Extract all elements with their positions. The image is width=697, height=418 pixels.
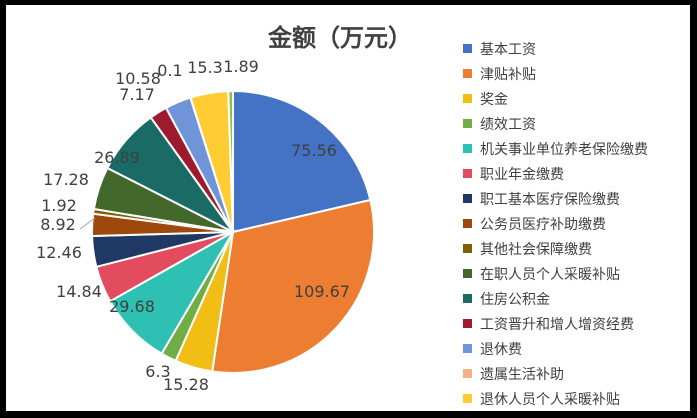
data-label-15: 1.89 [223,57,259,76]
legend-swatch [463,269,472,278]
legend-item-11: 工资晋升和增人增资经费 [463,311,648,336]
legend-swatch [463,69,472,78]
legend-item-4: 机关事业单位养老保险缴费 [463,136,648,161]
data-label-11: 7.17 [119,85,155,104]
legend-swatch [463,144,472,153]
legend-label: 职工基本医疗保险缴费 [480,191,620,208]
legend-swatch [463,44,472,53]
data-label-13: 0.1 [157,61,182,80]
legend-label: 职业年金缴费 [480,166,564,183]
legend-item-8: 其他社会保障缴费 [463,236,648,261]
leader-line [79,217,96,230]
legend-item-12: 退休费 [463,336,648,361]
legend-label: 退休人员个人采暖补贴 [480,391,620,408]
data-label-1: 109.67 [294,282,350,301]
legend-item-14: 退休人员个人采暖补贴 [463,386,648,411]
legend-swatch [463,344,472,353]
pie-slice-0 [232,89,372,234]
data-label-7: 8.92 [40,215,76,234]
data-label-8: 1.92 [41,196,77,215]
legend-item-2: 奖金 [463,86,648,111]
chart-title: 金额（万元） [268,24,412,52]
legend-item-3: 绩效工资 [463,111,648,136]
legend-label: 基本工资 [480,41,536,58]
legend-swatch [463,369,472,378]
data-label-3: 6.3 [145,362,170,381]
legend-swatch [463,119,472,128]
data-label-0: 75.56 [291,141,337,160]
legend-item-7: 公务员医疗补助缴费 [463,211,648,236]
legend-label: 公务员医疗补助缴费 [480,216,606,233]
legend-item-9: 在职人员个人采暖补贴 [463,261,648,286]
legend-swatch [463,319,472,328]
legend-label: 工资晋升和增人增资经费 [480,316,634,333]
data-label-9: 17.28 [43,170,89,189]
legend-label: 机关事业单位养老保险缴费 [480,141,648,158]
legend-swatch [463,219,472,228]
legend-item-1: 津贴补贴 [463,61,648,86]
chart-legend: 基本工资津贴补贴奖金绩效工资机关事业单位养老保险缴费 职业年金缴费职工基本医疗保险… [463,36,648,411]
data-label-12: 10.58 [115,69,161,88]
legend-label: 奖金 [480,91,508,108]
data-label-6: 12.46 [36,243,82,262]
data-label-5: 14.84 [56,282,102,301]
legend-label: 在职人员个人采暖补贴 [480,266,620,283]
data-label-2: 15.28 [163,375,209,394]
data-label-4: 29.68 [109,297,155,316]
legend-label: 退休费 [480,341,522,358]
legend-label: 其他社会保障缴费 [480,241,592,258]
legend-item-6: 职工基本医疗保险缴费 [463,186,648,211]
data-label-10: 26.89 [94,148,140,167]
legend-swatch [463,169,472,178]
legend-item-13: 遗属生活补助 [463,361,648,386]
legend-label: 遗属生活补助 [480,366,564,383]
legend-swatch [463,94,472,103]
legend-swatch [463,394,472,403]
legend-label: 绩效工资 [480,116,536,133]
legend-label: 津贴补贴 [480,66,536,83]
pie-slice-1 [211,198,375,374]
legend-item-0: 基本工资 [463,36,648,61]
legend-item-10: 住房公积金 [463,286,648,311]
data-label-14: 15.3 [187,58,223,77]
legend-swatch [463,244,472,253]
legend-item-5: 职业年金缴费 [463,161,648,186]
legend-swatch [463,194,472,203]
pie-slice-15 [227,89,234,233]
legend-swatch [463,294,472,303]
legend-label: 住房公积金 [480,291,550,308]
